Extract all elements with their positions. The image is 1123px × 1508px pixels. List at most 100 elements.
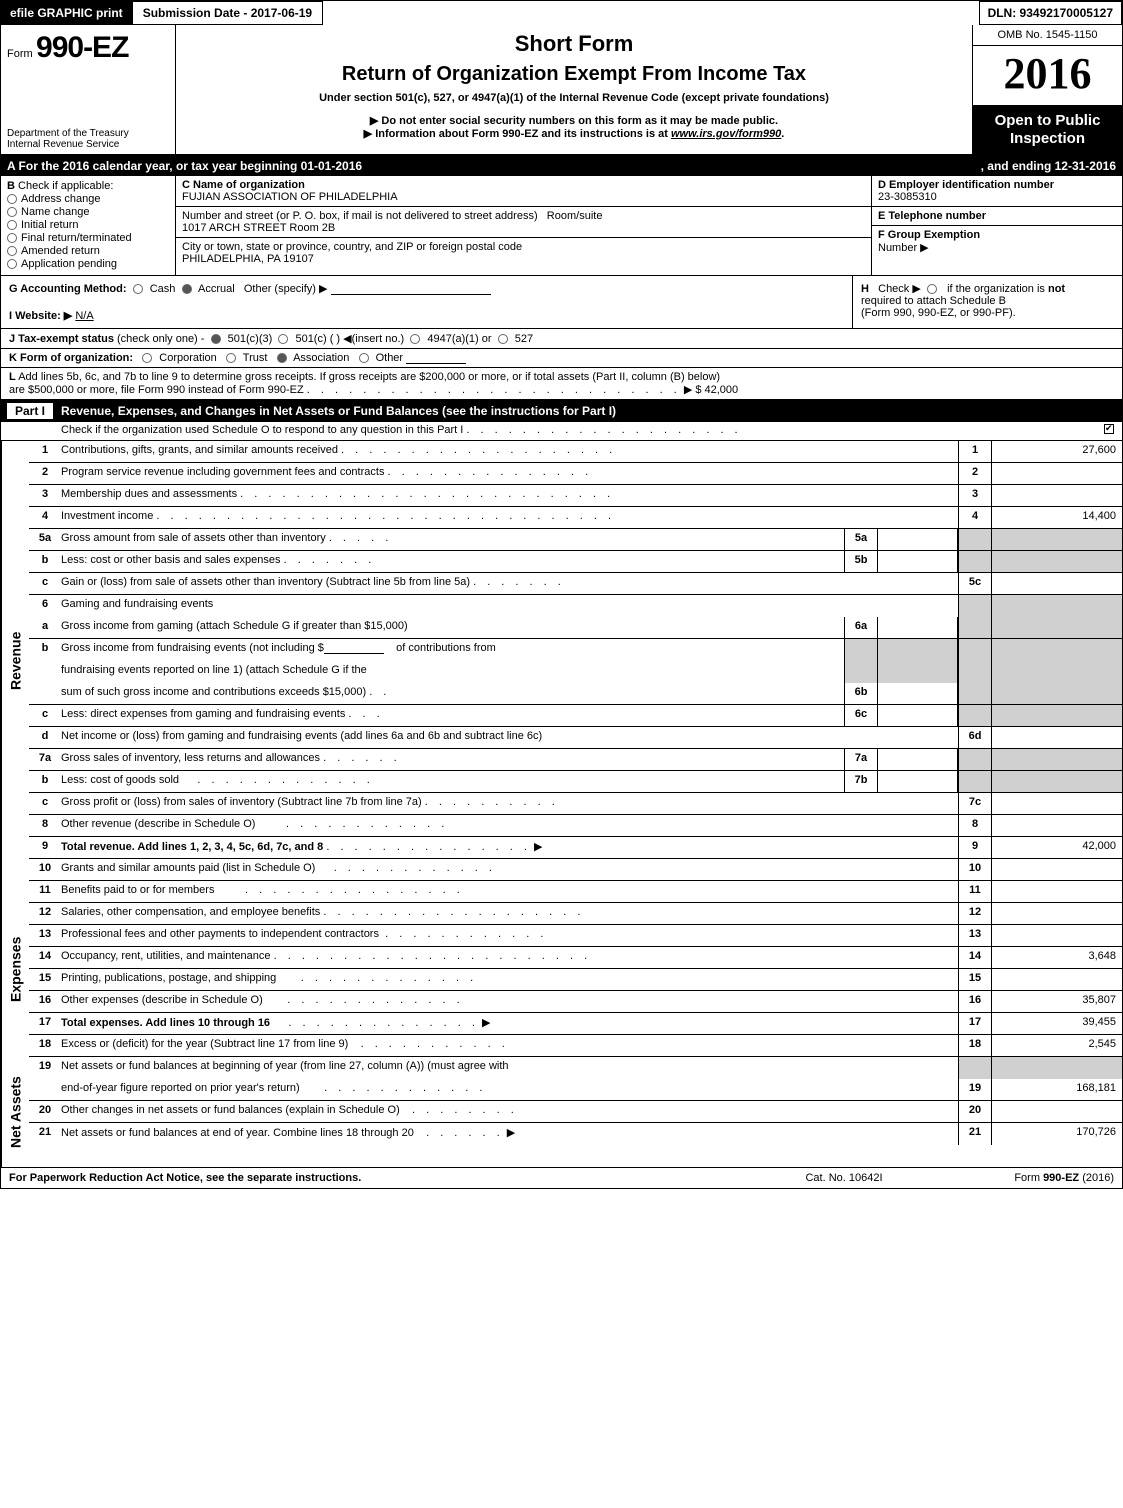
radio-trust[interactable]: [226, 353, 236, 363]
line-6c-midamt: [878, 705, 958, 726]
city-state-zip: PHILADELPHIA, PA 19107: [182, 253, 865, 265]
radio-association[interactable]: [277, 353, 287, 363]
line-20-rn: 20: [958, 1101, 992, 1122]
line-4-desc: Investment income . . . . . . . . . . . …: [61, 507, 958, 528]
line-18-rn: 18: [958, 1035, 992, 1056]
under-section: Under section 501(c), 527, or 4947(a)(1)…: [184, 92, 964, 104]
line-18-amt: 2,545: [992, 1035, 1122, 1056]
radio-527[interactable]: [498, 334, 508, 344]
line-7a-amt-grey: [992, 749, 1122, 770]
line-8: 8 Other revenue (describe in Schedule O)…: [29, 815, 1122, 837]
section-a-right: , and ending 12-31-2016: [981, 159, 1116, 173]
line-16-desc: Other expenses (describe in Schedule O) …: [61, 991, 958, 1012]
efile-print-button[interactable]: efile GRAPHIC print: [1, 1, 132, 25]
line-6b-num: b: [29, 639, 61, 661]
info-url[interactable]: www.irs.gov/form990: [671, 128, 781, 140]
check-amended-return[interactable]: Amended return: [7, 245, 169, 257]
radio-cash[interactable]: [133, 284, 143, 294]
line-13: 13 Professional fees and other payments …: [29, 925, 1122, 947]
part-i-sub: Check if the organization used Schedule …: [1, 422, 1122, 441]
rail-net-assets: Net Assets: [1, 1057, 29, 1167]
line-6-num: 6: [29, 595, 61, 617]
line-3-amt: [992, 485, 1122, 506]
part-i-title: Revenue, Expenses, and Changes in Net As…: [61, 404, 1116, 418]
line-6c-desc: Less: direct expenses from gaming and fu…: [61, 705, 844, 726]
accrual-label: Accrual: [198, 283, 235, 295]
line-7a-num: 7a: [29, 749, 61, 770]
line-2: 2 Program service revenue including gove…: [29, 463, 1122, 485]
line-19-desc2: end-of-year figure reported on prior yea…: [61, 1079, 958, 1100]
j-label: J Tax-exempt status: [9, 333, 114, 345]
city-label: City or town, state or province, country…: [182, 241, 865, 253]
other-specify-blank[interactable]: [331, 283, 491, 295]
radio-501c[interactable]: [278, 334, 288, 344]
line-12-amt: [992, 903, 1122, 924]
line-5b-num: b: [29, 551, 61, 572]
omb-number: OMB No. 1545-1150: [973, 25, 1122, 46]
other-specify: Other (specify) ▶: [244, 283, 328, 295]
line-12-num: 12: [29, 903, 61, 924]
ein-value: 23-3085310: [878, 191, 1116, 203]
line-7b-num: b: [29, 771, 61, 792]
h-checkbox[interactable]: [927, 284, 937, 294]
line-19-2: end-of-year figure reported on prior yea…: [29, 1079, 1122, 1101]
line-19-1: 19 Net assets or fund balances at beginn…: [29, 1057, 1122, 1079]
line-13-amt: [992, 925, 1122, 946]
radio-4947[interactable]: [410, 334, 420, 344]
check-name-change[interactable]: Name change: [7, 206, 169, 218]
l-text2: are $500,000 or more, file Form 990 inst…: [9, 384, 304, 396]
line-7b-amt-grey: [992, 771, 1122, 792]
line-3-rn: 3: [958, 485, 992, 506]
radio-corporation[interactable]: [142, 353, 152, 363]
line-8-num: 8: [29, 815, 61, 836]
check-application-pending[interactable]: Application pending: [7, 258, 169, 270]
line-3: 3 Membership dues and assessments . . . …: [29, 485, 1122, 507]
col-b-letter: B: [7, 180, 15, 192]
line-5b-midamt: [878, 551, 958, 572]
line-19-amt: 168,181: [992, 1079, 1122, 1100]
line-6b-desc3: fundraising events reported on line 1) (…: [61, 661, 844, 683]
h-check-text: Check ▶: [878, 283, 921, 295]
opt-other: Other: [376, 352, 404, 364]
line-5b-rn-grey: [958, 551, 992, 572]
line-17-rn: 17: [958, 1013, 992, 1034]
line-6b-num-blank2: [29, 683, 61, 704]
part-i-checkbox[interactable]: [1104, 424, 1114, 434]
main-table: Revenue Expenses Net Assets 1 Contributi…: [1, 441, 1122, 1167]
line-14-desc: Occupancy, rent, utilities, and maintena…: [61, 947, 958, 968]
l-label: L: [9, 371, 16, 383]
line-5c: c Gain or (loss) from sale of assets oth…: [29, 573, 1122, 595]
radio-other[interactable]: [359, 353, 369, 363]
line-6b-1: b Gross income from fundraising events (…: [29, 639, 1122, 661]
line-10-amt: [992, 859, 1122, 880]
website-value: N/A: [75, 310, 93, 322]
line-5a-rn-grey: [958, 529, 992, 550]
line-2-amt: [992, 463, 1122, 484]
line-6b-mid: 6b: [844, 683, 878, 704]
dln-label: DLN: 93492170005127: [979, 1, 1122, 25]
line-6d-rn: 6d: [958, 727, 992, 748]
radio-accrual[interactable]: [182, 284, 192, 294]
line-11: 11 Benefits paid to or for members . . .…: [29, 881, 1122, 903]
line-6c-mid: 6c: [844, 705, 878, 726]
k-other-blank[interactable]: [406, 352, 466, 364]
line-13-rn: 13: [958, 925, 992, 946]
open-public-line1: Open to Public: [977, 112, 1118, 130]
g-label: G Accounting Method:: [9, 283, 127, 295]
line-4-num: 4: [29, 507, 61, 528]
line-6d-amt: [992, 727, 1122, 748]
l-amount: ▶ $ 42,000: [684, 384, 738, 396]
line-6-rn-grey: [958, 595, 992, 617]
check-address-change[interactable]: Address change: [7, 193, 169, 205]
line-5a: 5a Gross amount from sale of assets othe…: [29, 529, 1122, 551]
org-name: FUJIAN ASSOCIATION OF PHILADELPHIA: [182, 191, 865, 203]
line-21: 21 Net assets or fund balances at end of…: [29, 1123, 1122, 1145]
line-7c: c Gross profit or (loss) from sales of i…: [29, 793, 1122, 815]
radio-501c3[interactable]: [211, 334, 221, 344]
line-5b-mid: 5b: [844, 551, 878, 572]
section-a-left: A For the 2016 calendar year, or tax yea…: [7, 159, 981, 173]
check-initial-return[interactable]: Initial return: [7, 219, 169, 231]
check-final-return[interactable]: Final return/terminated: [7, 232, 169, 244]
line-6b-mid-grey2: [844, 661, 878, 683]
col-c: C Name of organization FUJIAN ASSOCIATIO…: [176, 176, 872, 275]
